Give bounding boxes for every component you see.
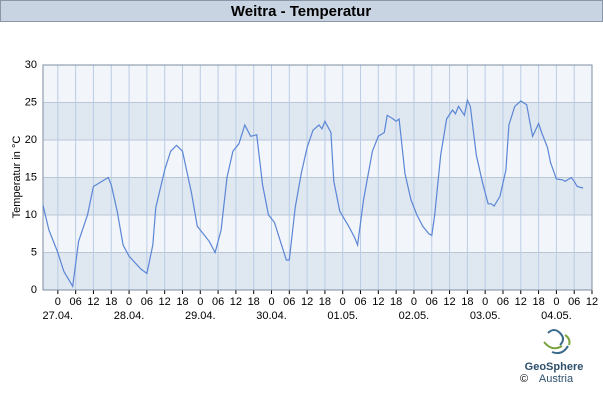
x-tick-label: 18 [461,296,473,308]
band [43,140,592,178]
date-label: 27.04. [43,310,74,322]
y-axis-label: Temperatur in °C [11,136,23,219]
band [43,215,592,253]
y-tick-label: 15 [25,171,37,183]
date-label: 29.04. [185,310,216,322]
x-tick-label: 18 [105,296,117,308]
band [43,65,592,103]
x-tick-label: 12 [372,296,384,308]
logo: GeoSphere Austria © [520,329,584,385]
x-tick-label: 18 [176,296,188,308]
x-tick-label: 0 [482,296,488,308]
y-tick-label: 5 [31,246,37,258]
x-tick-label: 0 [126,296,132,308]
x-tick-label: 06 [70,296,82,308]
date-label: 01.05. [327,310,358,322]
copyright: © [520,373,528,385]
x-tick-label: 18 [390,296,402,308]
date-label: 30.04. [256,310,287,322]
x-tick-label: 06 [141,296,153,308]
date-label: 04.05. [541,310,572,322]
x-tick-label: 18 [248,296,260,308]
x-tick-label: 06 [212,296,224,308]
x-tick-label: 12 [159,296,171,308]
x-tick-label: 12 [230,296,242,308]
x-tick-label: 0 [55,296,61,308]
x-tick-label: 06 [283,296,295,308]
y-tick-label: 10 [25,209,37,221]
temperature-line [42,98,584,289]
x-tick-label: 12 [87,296,99,308]
x-tick-label: 18 [532,296,544,308]
y-tick-label: 0 [31,284,37,296]
logo-icon [543,329,571,355]
x-tick-label: 06 [354,296,366,308]
x-tick-label: 06 [426,296,438,308]
plot-frame [42,64,593,291]
band [43,252,592,290]
y-tick-label: 30 [25,59,37,71]
logo-name: GeoSphere [525,361,584,373]
x-tick-label: 18 [319,296,331,308]
x-tick-label: 0 [411,296,417,308]
date-label: 03.05. [470,310,501,322]
band [43,177,592,215]
x-tick-label: 06 [568,296,580,308]
y-tick-label: 25 [25,96,37,108]
x-tick-label: 06 [497,296,509,308]
x-tick-label: 0 [553,296,559,308]
x-tick-label: 12 [443,296,455,308]
chart-title: Weitra - Temperatur [231,3,371,20]
x-tick-label: 12 [515,296,527,308]
x-tick-label: 0 [197,296,203,308]
date-label: 02.05. [399,310,430,322]
x-tick-label: 0 [340,296,346,308]
x-tick-label: 12 [586,296,598,308]
logo-country: Austria [539,373,574,385]
date-label: 28.04. [114,310,145,322]
x-tick-label: 0 [268,296,274,308]
band [43,102,592,140]
x-tick-label: 12 [301,296,313,308]
y-tick-label: 20 [25,134,37,146]
